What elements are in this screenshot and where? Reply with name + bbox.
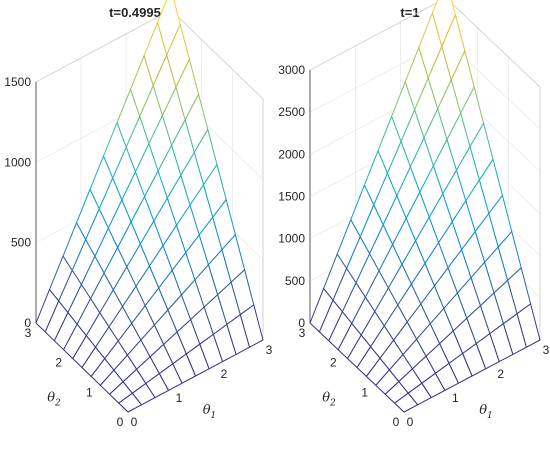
z-tick-label: 2000 bbox=[278, 147, 305, 161]
theta2-tick-label: 3 bbox=[25, 326, 32, 340]
theta1-tick-label: 3 bbox=[266, 343, 273, 357]
theta1-tick-label: 2 bbox=[221, 367, 228, 381]
theta1-axis-label: θ1 bbox=[203, 403, 217, 421]
z-tick-label: 500 bbox=[11, 236, 31, 250]
chart-title-left: t=0.4995 bbox=[109, 5, 161, 20]
axis-labels: θ1 θ2 bbox=[47, 391, 216, 422]
theta2-tick-label: 2 bbox=[55, 356, 62, 370]
chart-title-right: t=1 bbox=[400, 5, 419, 20]
z-tick-label: 500 bbox=[285, 274, 305, 288]
theta2-tick-label: 2 bbox=[330, 356, 337, 370]
theta1-tick-label: 0 bbox=[407, 415, 414, 429]
surface-mesh bbox=[309, 0, 541, 413]
z-tick-label: 1500 bbox=[4, 75, 31, 89]
axis-labels: θ1 θ2 bbox=[322, 391, 493, 422]
box-edge bbox=[309, 0, 443, 71]
z-tick-label: 1000 bbox=[278, 232, 305, 246]
box-edge bbox=[170, 9, 264, 100]
theta1-tick-label: 3 bbox=[543, 343, 550, 357]
theta1-axis-label: θ1 bbox=[479, 403, 493, 421]
theta2-tick-label: 1 bbox=[86, 385, 93, 399]
box-edge bbox=[35, 9, 172, 83]
z-tick-label: 0 bbox=[298, 316, 305, 330]
surface-cell bbox=[118, 392, 142, 413]
surface-mesh bbox=[35, 0, 264, 413]
theta2-axis-label: θ2 bbox=[47, 391, 61, 409]
theta1-tick-label: 2 bbox=[497, 367, 504, 381]
theta2-tick-label: 1 bbox=[361, 385, 368, 399]
box-edge bbox=[447, 0, 541, 88]
z-tick-label: 1500 bbox=[278, 190, 305, 204]
theta2-tick-label: 0 bbox=[117, 415, 124, 429]
z-tick-label: 0 bbox=[24, 316, 31, 330]
theta2-tick-label: 3 bbox=[299, 326, 306, 340]
theta1-tick-label: 0 bbox=[131, 415, 138, 429]
surface-cell bbox=[394, 392, 419, 413]
theta2-tick-label: 0 bbox=[393, 415, 400, 429]
z-tick-label: 2500 bbox=[278, 105, 305, 119]
theta1-tick-label: 1 bbox=[452, 391, 459, 405]
z-tick-label: 1000 bbox=[4, 155, 31, 169]
theta2-axis-label: θ2 bbox=[322, 391, 336, 409]
z-tick-label: 3000 bbox=[278, 63, 305, 77]
theta1-tick-label: 1 bbox=[176, 391, 183, 405]
